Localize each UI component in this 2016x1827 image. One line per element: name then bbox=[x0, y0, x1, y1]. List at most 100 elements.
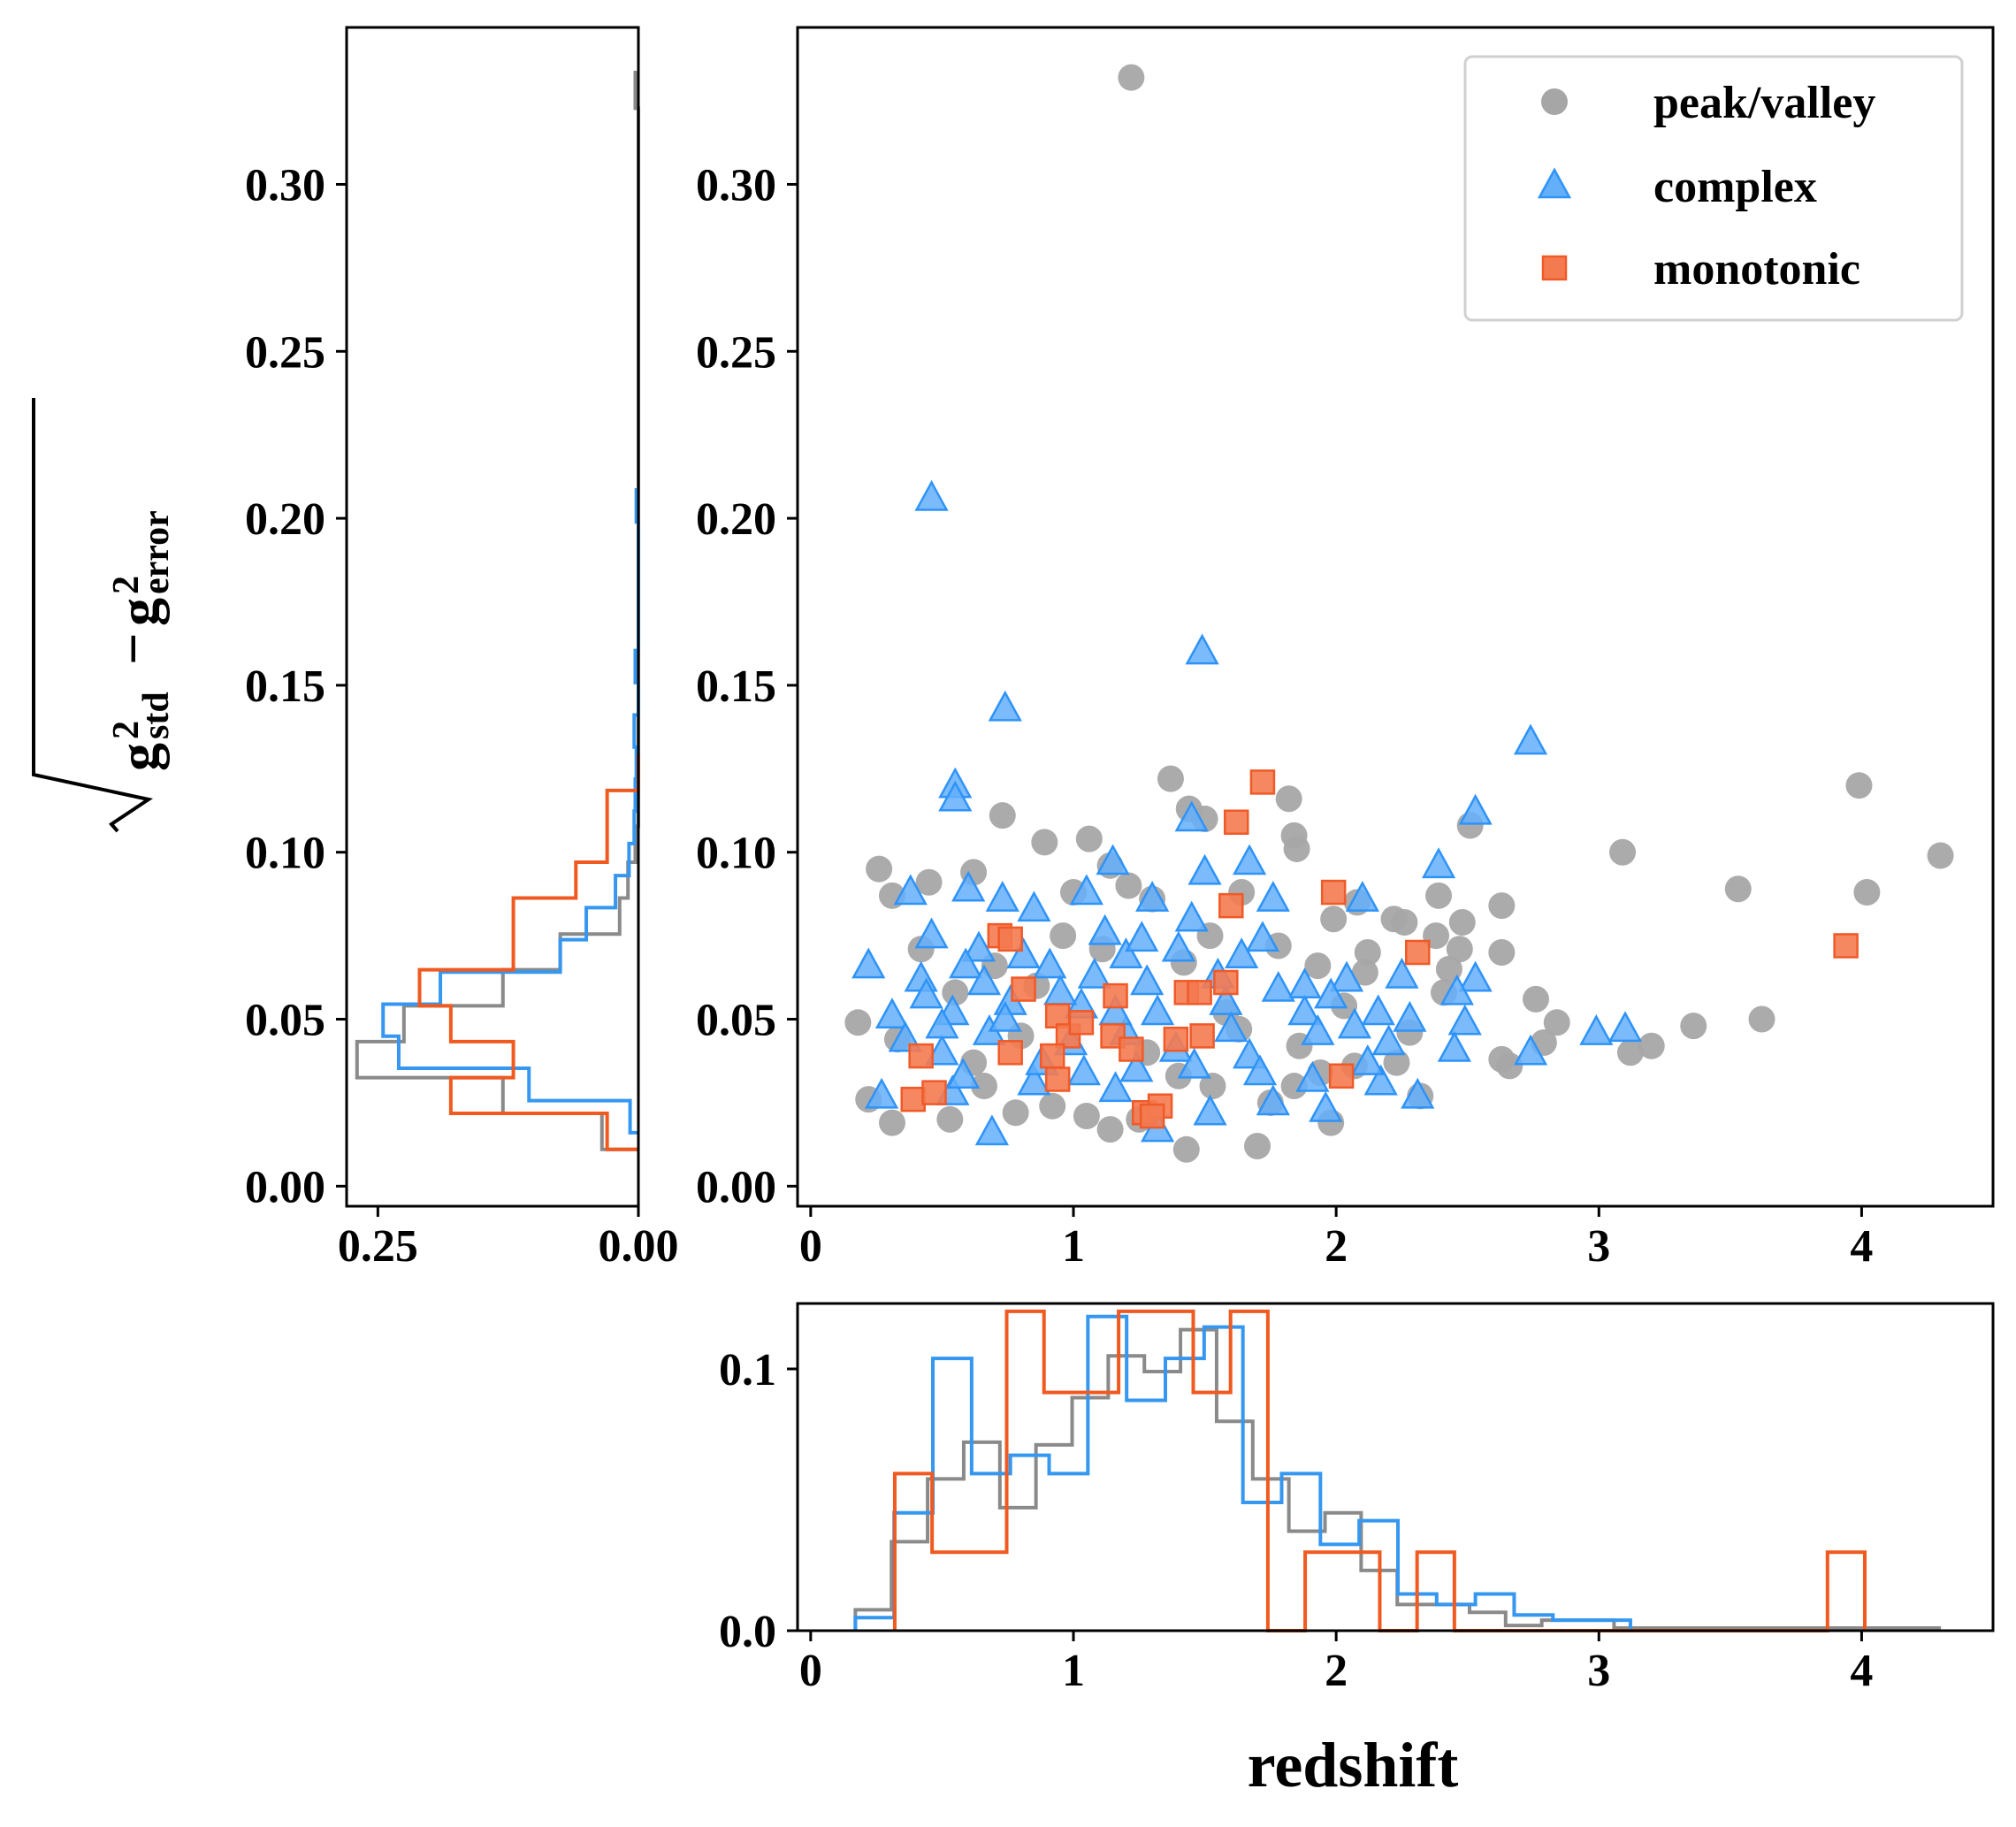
complex-point bbox=[1017, 1064, 1051, 1096]
peak-valley-point bbox=[1354, 939, 1381, 967]
peak-valley-point bbox=[1031, 829, 1058, 856]
complex-point bbox=[1437, 1030, 1471, 1062]
x-axis-label: redshift bbox=[1248, 1730, 1459, 1800]
legend-label: monotonic bbox=[1653, 244, 1860, 294]
complex-point bbox=[1301, 1014, 1335, 1045]
complex-point bbox=[909, 977, 943, 1009]
complex-point bbox=[1309, 1090, 1343, 1122]
complex-point bbox=[1069, 874, 1103, 906]
y-tick-label: 0.20 bbox=[696, 494, 776, 545]
y-histogram-marks bbox=[355, 70, 640, 1151]
x-tick-label: 0 bbox=[799, 1221, 822, 1272]
complex-point bbox=[1088, 914, 1122, 945]
y-tick-label: 0.05 bbox=[245, 996, 325, 1046]
complex-point bbox=[1261, 970, 1295, 1002]
peak-valley-point bbox=[1446, 936, 1473, 963]
complex-point bbox=[1337, 1007, 1372, 1039]
complex-point bbox=[1096, 844, 1130, 875]
monotonic-point bbox=[1119, 1036, 1144, 1062]
monotonic-point bbox=[1068, 1010, 1095, 1036]
legend-circle-icon bbox=[1541, 88, 1568, 115]
peak-valley-point bbox=[1244, 1133, 1271, 1160]
scatter-panel: 0 1 2 3 4 0.00 0.05 0.10 0.15 0.20 0.25 0.30 bbox=[696, 26, 1995, 1272]
monotonic-point bbox=[1011, 976, 1036, 1002]
complex-point bbox=[1385, 957, 1419, 989]
y-histogram-panel: 0.25 0.00 0.00 0.05 0.10 0.15 0.20 0.25 0.30 bbox=[245, 26, 679, 1272]
x-tick-label: 3 bbox=[1587, 1646, 1610, 1696]
complex-point bbox=[1135, 880, 1170, 912]
x-histogram-marks bbox=[853, 1309, 1942, 1632]
monotonic-point bbox=[997, 1040, 1023, 1066]
complex-point bbox=[988, 1000, 1022, 1032]
peak-valley-point bbox=[915, 868, 943, 896]
complex-point bbox=[1314, 977, 1348, 1009]
monotonic-point bbox=[1213, 969, 1239, 996]
complex-point bbox=[1225, 937, 1259, 969]
scatter-marks bbox=[844, 64, 1954, 1163]
y-tick-label: 0.05 bbox=[696, 996, 776, 1046]
y-axis-label: g 2 std − g 2 error bbox=[32, 398, 177, 833]
complex-point bbox=[1458, 960, 1493, 992]
complex-point bbox=[893, 874, 928, 906]
complex-point bbox=[1447, 1004, 1482, 1036]
complex-point bbox=[1098, 1071, 1133, 1103]
y-tick-label: 0.15 bbox=[245, 661, 325, 712]
monotonic-point bbox=[1163, 1026, 1189, 1052]
complex-point bbox=[1607, 1011, 1643, 1043]
complex-point bbox=[1439, 974, 1474, 1005]
monotonic-point bbox=[1320, 879, 1347, 906]
complex-point bbox=[1401, 1077, 1435, 1109]
y-label-error-sub: error bbox=[136, 510, 177, 594]
monotonic-point bbox=[908, 1043, 934, 1069]
complex-point bbox=[1130, 964, 1165, 996]
y-histogram-x-axis: 0.25 0.00 bbox=[338, 1206, 679, 1272]
y-tick-label: 0.15 bbox=[696, 661, 776, 712]
peak-valley-point bbox=[1609, 838, 1637, 866]
x-tick-label: 2 bbox=[1325, 1646, 1348, 1696]
x-tick-label: 0.00 bbox=[599, 1221, 679, 1272]
complex-point bbox=[1256, 1084, 1290, 1116]
complex-point bbox=[1287, 994, 1322, 1026]
peak-valley-point bbox=[1275, 785, 1302, 813]
x-histogram-x-axis: 0 1 2 3 4 bbox=[799, 1631, 1873, 1696]
peak-valley-point bbox=[1488, 892, 1516, 920]
y-label-minus: − bbox=[102, 633, 164, 665]
peak-valley-point bbox=[866, 855, 893, 883]
y-tick-label: 0.20 bbox=[245, 494, 325, 545]
complex-point bbox=[851, 947, 886, 979]
monotonic-point bbox=[1103, 982, 1128, 1009]
peak-valley-point bbox=[1522, 985, 1549, 1013]
peak-valley-point bbox=[1039, 1092, 1066, 1120]
peak-valley-point bbox=[878, 1109, 905, 1136]
x-tick-label: 4 bbox=[1850, 1221, 1873, 1272]
complex-point bbox=[1361, 994, 1395, 1026]
complex-point bbox=[1579, 1014, 1614, 1045]
y-hist-monotonic bbox=[417, 754, 640, 1151]
complex-point bbox=[1187, 853, 1222, 885]
monotonic-point bbox=[1044, 1066, 1071, 1092]
monotonic-point bbox=[921, 1080, 947, 1105]
peak-valley-point bbox=[1050, 922, 1077, 950]
x-histogram-frame bbox=[796, 1302, 1995, 1632]
x-tick-label: 0 bbox=[799, 1646, 822, 1696]
legend-box bbox=[1463, 55, 1964, 322]
complex-point bbox=[1242, 1054, 1278, 1086]
y-tick-label: 0.10 bbox=[696, 829, 776, 879]
complex-point bbox=[925, 1034, 959, 1066]
peak-valley-point bbox=[1488, 939, 1516, 967]
peak-valley-point bbox=[1118, 64, 1145, 91]
complex-point bbox=[1066, 1054, 1102, 1086]
y-tick-label: 0.0 bbox=[719, 1607, 776, 1657]
peak-valley-point bbox=[1096, 1116, 1124, 1143]
complex-point bbox=[904, 960, 938, 992]
complex-point bbox=[1209, 984, 1243, 1015]
y-tick-label: 0.25 bbox=[696, 327, 776, 378]
legend: peak/valley complex monotonic bbox=[1463, 55, 1964, 322]
monotonic-point bbox=[1249, 769, 1276, 795]
peak-valley-point bbox=[1199, 1073, 1226, 1100]
complex-point bbox=[1140, 994, 1175, 1026]
peak-valley-point bbox=[1448, 909, 1476, 936]
scatter-x-axis: 0 1 2 3 4 bbox=[799, 1206, 1873, 1272]
complex-point bbox=[1185, 633, 1219, 665]
